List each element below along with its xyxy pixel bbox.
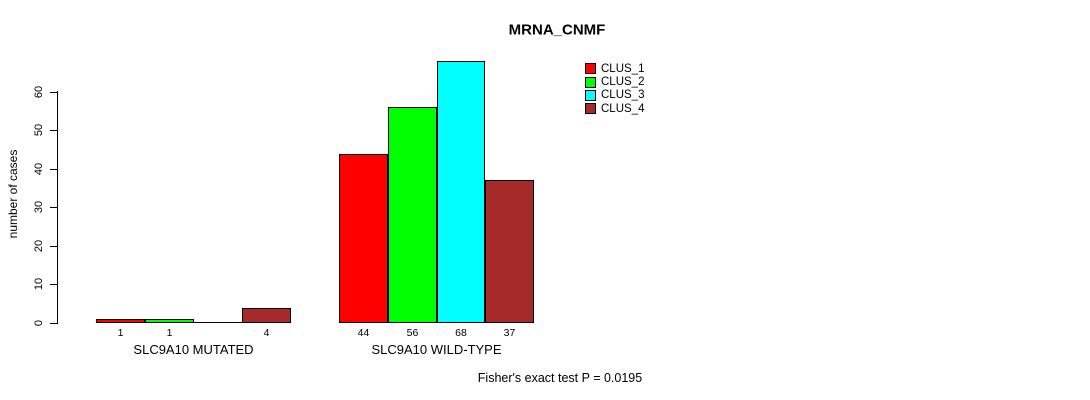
legend: CLUS_1 CLUS_2 CLUS_3 CLUS_4: [585, 62, 644, 116]
bar-clus_2: [388, 107, 437, 323]
y-tick: [50, 246, 58, 247]
legend-swatch-icon: [585, 89, 596, 101]
y-tick-label: 50: [33, 123, 45, 137]
y-tick: [50, 92, 58, 93]
legend-swatch-icon: [585, 103, 596, 115]
y-tick: [50, 130, 58, 131]
legend-item: CLUS_4: [585, 102, 644, 115]
y-tick: [50, 323, 58, 324]
legend-item: CLUS_1: [585, 62, 644, 75]
group-label: SLC9A10 WILD-TYPE: [371, 342, 502, 357]
chart-title: MRNA_CNMF: [508, 21, 606, 39]
bar-clus_1: [339, 154, 388, 323]
annotation-text: Fisher's exact test P = 0.0195: [477, 371, 643, 385]
y-tick-label: 10: [33, 277, 45, 291]
bar-value-label: 68: [455, 327, 467, 339]
legend-item: CLUS_3: [585, 89, 644, 102]
bar-clus_4: [242, 308, 291, 323]
bar-value-label: 1: [166, 327, 173, 339]
legend-swatch-icon: [585, 76, 596, 88]
legend-label: CLUS_3: [601, 89, 645, 102]
bar-clus_3: [437, 61, 485, 323]
y-tick: [50, 284, 58, 285]
bar-value-label: 4: [263, 327, 270, 339]
y-axis-label: number of cases: [6, 149, 20, 239]
legend-label: CLUS_1: [601, 62, 645, 75]
legend-swatch-icon: [585, 63, 596, 75]
y-tick-label: 20: [33, 239, 45, 253]
y-tick-label: 0: [33, 319, 45, 327]
legend-label: CLUS_4: [601, 102, 645, 115]
y-tick-label: 30: [33, 200, 45, 214]
legend-label: CLUS_2: [601, 76, 645, 89]
bar-clus_4: [485, 180, 534, 323]
legend-item: CLUS_2: [585, 75, 644, 88]
bar-clus_3: [194, 322, 242, 323]
y-tick: [50, 169, 58, 170]
y-tick: [50, 207, 58, 208]
bar-clus_1: [96, 319, 145, 323]
bar-value-label: 44: [357, 327, 370, 339]
bar-value-label: 37: [503, 327, 516, 339]
bar-value-label: 1: [117, 327, 124, 339]
group-label: SLC9A10 MUTATED: [133, 342, 254, 357]
y-tick-label: 60: [33, 85, 45, 99]
bar-clus_2: [145, 319, 194, 323]
y-tick-label: 40: [33, 162, 45, 176]
bar-value-label: 56: [406, 327, 419, 339]
